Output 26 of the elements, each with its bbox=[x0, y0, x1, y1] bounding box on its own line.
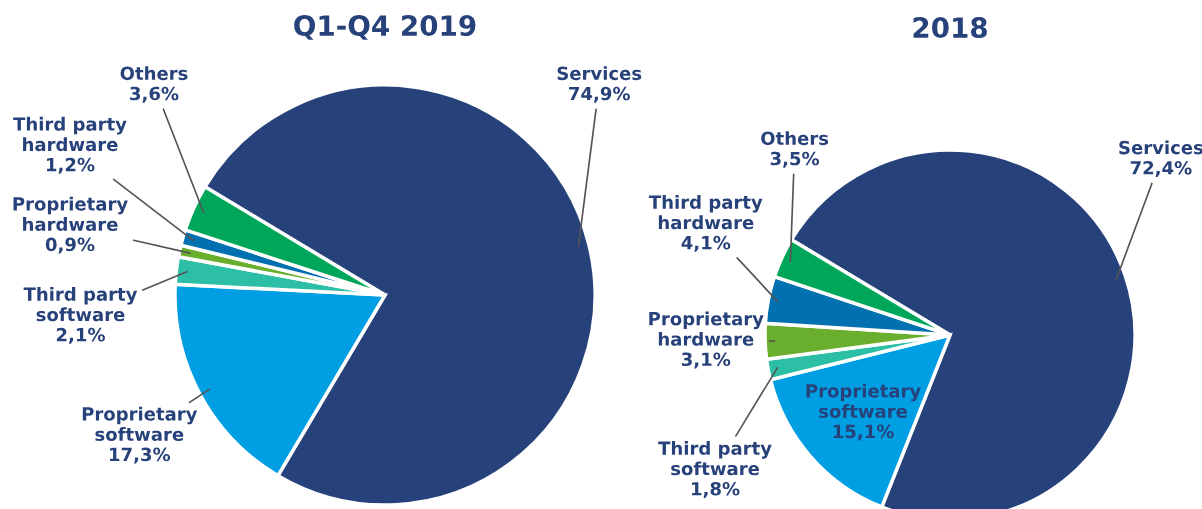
slice-label: Proprietary software bbox=[82, 406, 198, 442]
slice-label: Proprietary software bbox=[806, 383, 921, 419]
chart-title: 2018 bbox=[913, 17, 987, 39]
slice-label: Others bbox=[761, 131, 829, 146]
data-label: 3,1% bbox=[681, 352, 731, 369]
data-label: 1,2% bbox=[47, 157, 95, 174]
data-label: 3,5% bbox=[770, 151, 820, 168]
slice-label: Third party hardware bbox=[13, 116, 127, 152]
data-label: 15,1% bbox=[833, 424, 894, 441]
data-label: 1,8% bbox=[692, 481, 740, 498]
slice-label: Services bbox=[557, 66, 642, 81]
data-label: 2,1% bbox=[56, 327, 105, 344]
data-label: 3,6% bbox=[130, 86, 179, 103]
data-label: 4,1% bbox=[681, 235, 731, 252]
slice-label: Third party software bbox=[658, 441, 772, 476]
chart-title: Q1-Q4 2019 bbox=[294, 15, 476, 40]
slice-label: Third party software bbox=[23, 286, 138, 322]
slice-label: Others bbox=[120, 66, 188, 81]
data-label: 72,4% bbox=[1130, 160, 1192, 177]
data-label: 17,3% bbox=[110, 447, 171, 464]
slice-label: Proprietary hardware bbox=[13, 196, 128, 232]
data-label: 0,9% bbox=[45, 237, 95, 254]
slice-label: Services bbox=[1119, 140, 1202, 155]
data-label: 74,9% bbox=[569, 86, 630, 103]
slice-label: Third party hardware bbox=[648, 194, 763, 230]
slice-label: Proprietary hardware bbox=[649, 311, 764, 346]
